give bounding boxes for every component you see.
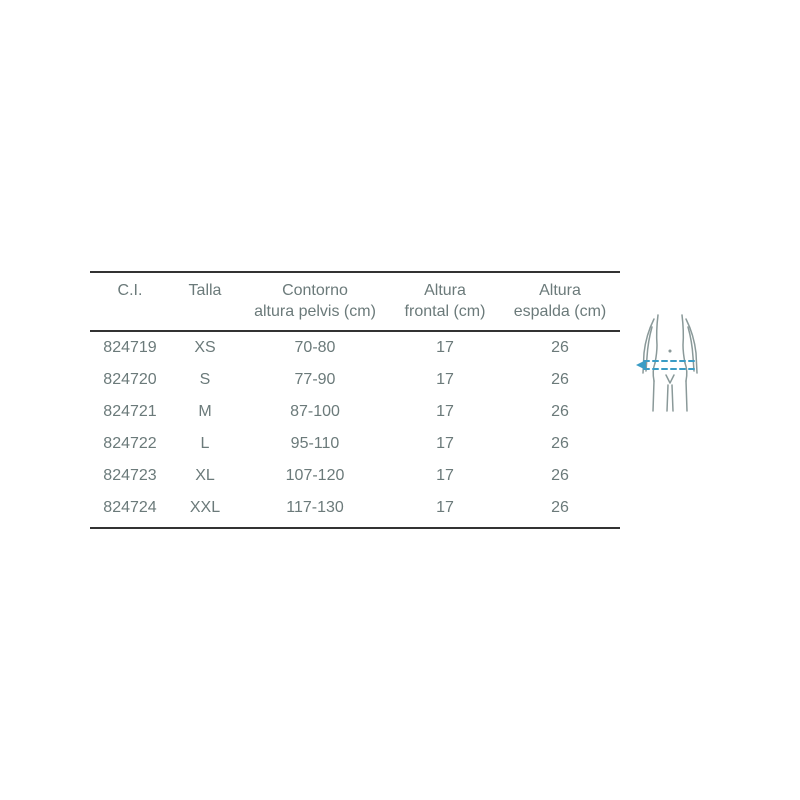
pelvis-measurement-diagram: [630, 313, 710, 413]
cell-talla: M: [170, 396, 240, 428]
header-talla-line1: Talla: [189, 282, 222, 299]
cell-frontal: 17: [390, 331, 500, 364]
cell-talla: XL: [170, 460, 240, 492]
table-header-row: C.I. Talla Contorno altura pelvis (cm) A…: [90, 272, 620, 332]
header-contorno-line1: Contorno: [282, 282, 348, 299]
cell-contorno: 95-110: [240, 428, 390, 460]
cell-frontal: 17: [390, 492, 500, 528]
header-ci-line1: C.I.: [118, 282, 143, 299]
cell-espalda: 26: [500, 331, 620, 364]
header-ci: C.I.: [90, 272, 170, 332]
header-talla: Talla: [170, 272, 240, 332]
cell-talla: XS: [170, 331, 240, 364]
table-row: 824723 XL 107-120 17 26: [90, 460, 620, 492]
size-table: C.I. Talla Contorno altura pelvis (cm) A…: [90, 271, 620, 530]
cell-espalda: 26: [500, 428, 620, 460]
cell-ci: 824719: [90, 331, 170, 364]
cell-contorno: 117-130: [240, 492, 390, 528]
cell-ci: 824723: [90, 460, 170, 492]
pelvis-diagram-icon: [630, 313, 710, 413]
table-row: 824722 L 95-110 17 26: [90, 428, 620, 460]
cell-ci: 824720: [90, 364, 170, 396]
cell-frontal: 17: [390, 428, 500, 460]
cell-contorno: 87-100: [240, 396, 390, 428]
header-contorno-line2: altura pelvis (cm): [254, 303, 376, 320]
cell-espalda: 26: [500, 492, 620, 528]
cell-contorno: 107-120: [240, 460, 390, 492]
cell-espalda: 26: [500, 396, 620, 428]
table-row: 824719 XS 70-80 17 26: [90, 331, 620, 364]
header-frontal-line2: frontal (cm): [405, 303, 486, 320]
cell-talla: XXL: [170, 492, 240, 528]
table-row: 824724 XXL 117-130 17 26: [90, 492, 620, 528]
cell-talla: S: [170, 364, 240, 396]
cell-frontal: 17: [390, 460, 500, 492]
header-espalda-line2: espalda (cm): [514, 303, 606, 320]
cell-ci: 824724: [90, 492, 170, 528]
cell-frontal: 17: [390, 396, 500, 428]
cell-talla: L: [170, 428, 240, 460]
cell-espalda: 26: [500, 364, 620, 396]
size-chart-container: C.I. Talla Contorno altura pelvis (cm) A…: [50, 271, 750, 530]
header-contorno: Contorno altura pelvis (cm): [240, 272, 390, 332]
header-espalda-line1: Altura: [539, 282, 581, 299]
table-row: 824721 M 87-100 17 26: [90, 396, 620, 428]
cell-frontal: 17: [390, 364, 500, 396]
header-espalda: Altura espalda (cm): [500, 272, 620, 332]
cell-contorno: 70-80: [240, 331, 390, 364]
cell-ci: 824722: [90, 428, 170, 460]
cell-ci: 824721: [90, 396, 170, 428]
table-row: 824720 S 77-90 17 26: [90, 364, 620, 396]
cell-espalda: 26: [500, 460, 620, 492]
table-body: 824719 XS 70-80 17 26 824720 S 77-90 17 …: [90, 331, 620, 528]
header-frontal-line1: Altura: [424, 282, 466, 299]
header-frontal: Altura frontal (cm): [390, 272, 500, 332]
cell-contorno: 77-90: [240, 364, 390, 396]
